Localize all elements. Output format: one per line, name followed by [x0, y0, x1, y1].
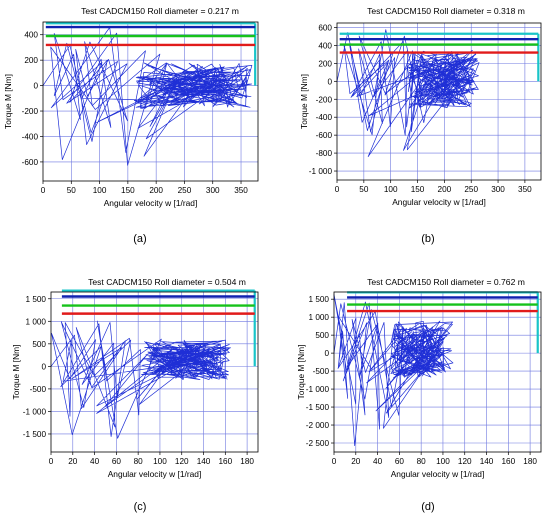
y-tick-label: 600	[318, 23, 332, 32]
torque-trace	[42, 27, 253, 166]
x-axis-label: Angular velocity w [1/rad]	[108, 469, 202, 479]
x-tick-label: 180	[240, 457, 254, 466]
torque-trace	[333, 294, 454, 447]
x-tick-label: 150	[411, 185, 425, 194]
x-tick-label: 60	[112, 457, 122, 466]
y-tick-label: 1 000	[26, 317, 47, 326]
y-tick-label: 0	[33, 82, 38, 91]
x-tick-label: 180	[523, 457, 537, 466]
x-tick-label: 140	[197, 457, 211, 466]
y-tick-label: -600	[22, 158, 39, 167]
torque-trace	[50, 320, 232, 439]
x-tick-label: 50	[67, 186, 77, 195]
x-tick-label: 300	[206, 186, 220, 195]
x-axis-label: Angular velocity w [1/rad]	[104, 198, 198, 208]
y-tick-label: -500	[30, 385, 47, 394]
y-axis-label: Torque M [Nm]	[299, 74, 309, 129]
torque-trace	[336, 29, 480, 158]
x-tick-label: 300	[491, 185, 505, 194]
y-tick-label: 500	[315, 331, 329, 340]
x-tick-label: 20	[68, 457, 78, 466]
x-tick-label: 100	[153, 457, 167, 466]
panel-c: 0 20 40 60 80 100 120 140 160 180 -1 500 -1 000 -500…	[11, 277, 259, 513]
x-tick-label: 100	[384, 185, 398, 194]
x-tick-label: 140	[480, 457, 494, 466]
x-tick-label: 350	[234, 186, 248, 195]
x-tick-label: 40	[90, 457, 100, 466]
y-tick-label: 0	[41, 362, 46, 371]
x-tick-label: 0	[332, 457, 337, 466]
x-tick-label: 150	[121, 186, 135, 195]
x-tick-label: 100	[436, 457, 450, 466]
chart-title: Test CADCM150 Roll diameter = 0.217 m	[81, 6, 239, 16]
y-axis-label: Torque M [Nm]	[3, 74, 13, 129]
panel-a: 0 50 100 150 200 250 300 350 -600 -400 -200 0 200 400…	[3, 6, 259, 245]
x-tick-label: 120	[458, 457, 472, 466]
x-tick-label: 0	[49, 457, 54, 466]
panel-label: (a)	[133, 233, 146, 245]
x-tick-label: 250	[464, 185, 478, 194]
chart-title: Test CADCM150 Roll diameter = 0.504 m	[88, 277, 246, 287]
x-tick-label: 160	[501, 457, 515, 466]
y-tick-label: 1 000	[309, 313, 330, 322]
x-tick-label: 0	[41, 186, 46, 195]
plot-frame	[50, 291, 259, 453]
plot-frame	[42, 21, 259, 182]
y-tick-label: -200	[316, 95, 333, 104]
x-tick-label: 0	[335, 185, 340, 194]
x-tick-label: 100	[93, 186, 107, 195]
plot-frame	[333, 291, 542, 453]
y-tick-label: -200	[22, 107, 39, 116]
panel-b: 0 50 100 150 200 250 300 350 -1 000 -800 -600 -400 -…	[299, 6, 542, 245]
y-tick-label: -1 500	[23, 430, 47, 439]
y-axis-label: Torque M [Nm]	[11, 345, 21, 400]
y-tick-label: -1 000	[309, 167, 333, 176]
x-tick-label: 160	[218, 457, 232, 466]
x-tick-label: 200	[149, 186, 163, 195]
x-tick-label: 80	[417, 457, 427, 466]
plot-frame	[336, 22, 542, 181]
x-axis-label: Angular velocity w [1/rad]	[391, 469, 485, 479]
y-tick-label: 500	[32, 340, 46, 349]
x-tick-label: 200	[438, 185, 452, 194]
x-tick-label: 40	[373, 457, 383, 466]
y-tick-label: -1 000	[306, 385, 330, 394]
x-axis-label: Angular velocity w [1/rad]	[392, 197, 486, 207]
y-tick-label: -400	[316, 113, 333, 122]
x-tick-label: 350	[518, 185, 532, 194]
x-tick-label: 60	[395, 457, 405, 466]
y-tick-label: -400	[22, 132, 39, 141]
panel-label: (c)	[134, 501, 147, 513]
y-tick-label: 1 500	[26, 295, 47, 304]
y-tick-label: 200	[24, 56, 38, 65]
y-tick-label: -600	[316, 131, 333, 140]
y-tick-label: 400	[318, 41, 332, 50]
x-tick-label: 250	[178, 186, 192, 195]
y-axis-label: Torque M [Nm]	[296, 345, 306, 400]
x-tick-label: 80	[134, 457, 144, 466]
y-tick-label: 0	[327, 77, 332, 86]
y-tick-label: 0	[324, 349, 329, 358]
y-tick-label: -1 500	[306, 403, 330, 412]
y-tick-label: -2 500	[306, 439, 330, 448]
y-tick-label: 200	[318, 59, 332, 68]
panel-label: (b)	[421, 233, 434, 245]
x-tick-label: 120	[175, 457, 189, 466]
y-tick-label: -1 000	[23, 407, 47, 416]
y-tick-label: 1 500	[309, 295, 330, 304]
x-tick-label: 50	[359, 185, 369, 194]
y-tick-label: 400	[24, 31, 38, 40]
y-tick-label: -500	[313, 367, 330, 376]
chart-title: Test CADCM150 Roll diameter = 0.762 m	[367, 277, 525, 287]
panel-d: 0 20 40 60 80 100 120 140 160 180 -2 500 -2 000 -1 5…	[296, 277, 542, 513]
panel-label: (d)	[421, 501, 434, 513]
y-tick-label: -800	[316, 149, 333, 158]
x-tick-label: 20	[351, 457, 361, 466]
y-tick-label: -2 000	[306, 421, 330, 430]
chart-title: Test CADCM150 Roll diameter = 0.318 m	[367, 6, 525, 16]
